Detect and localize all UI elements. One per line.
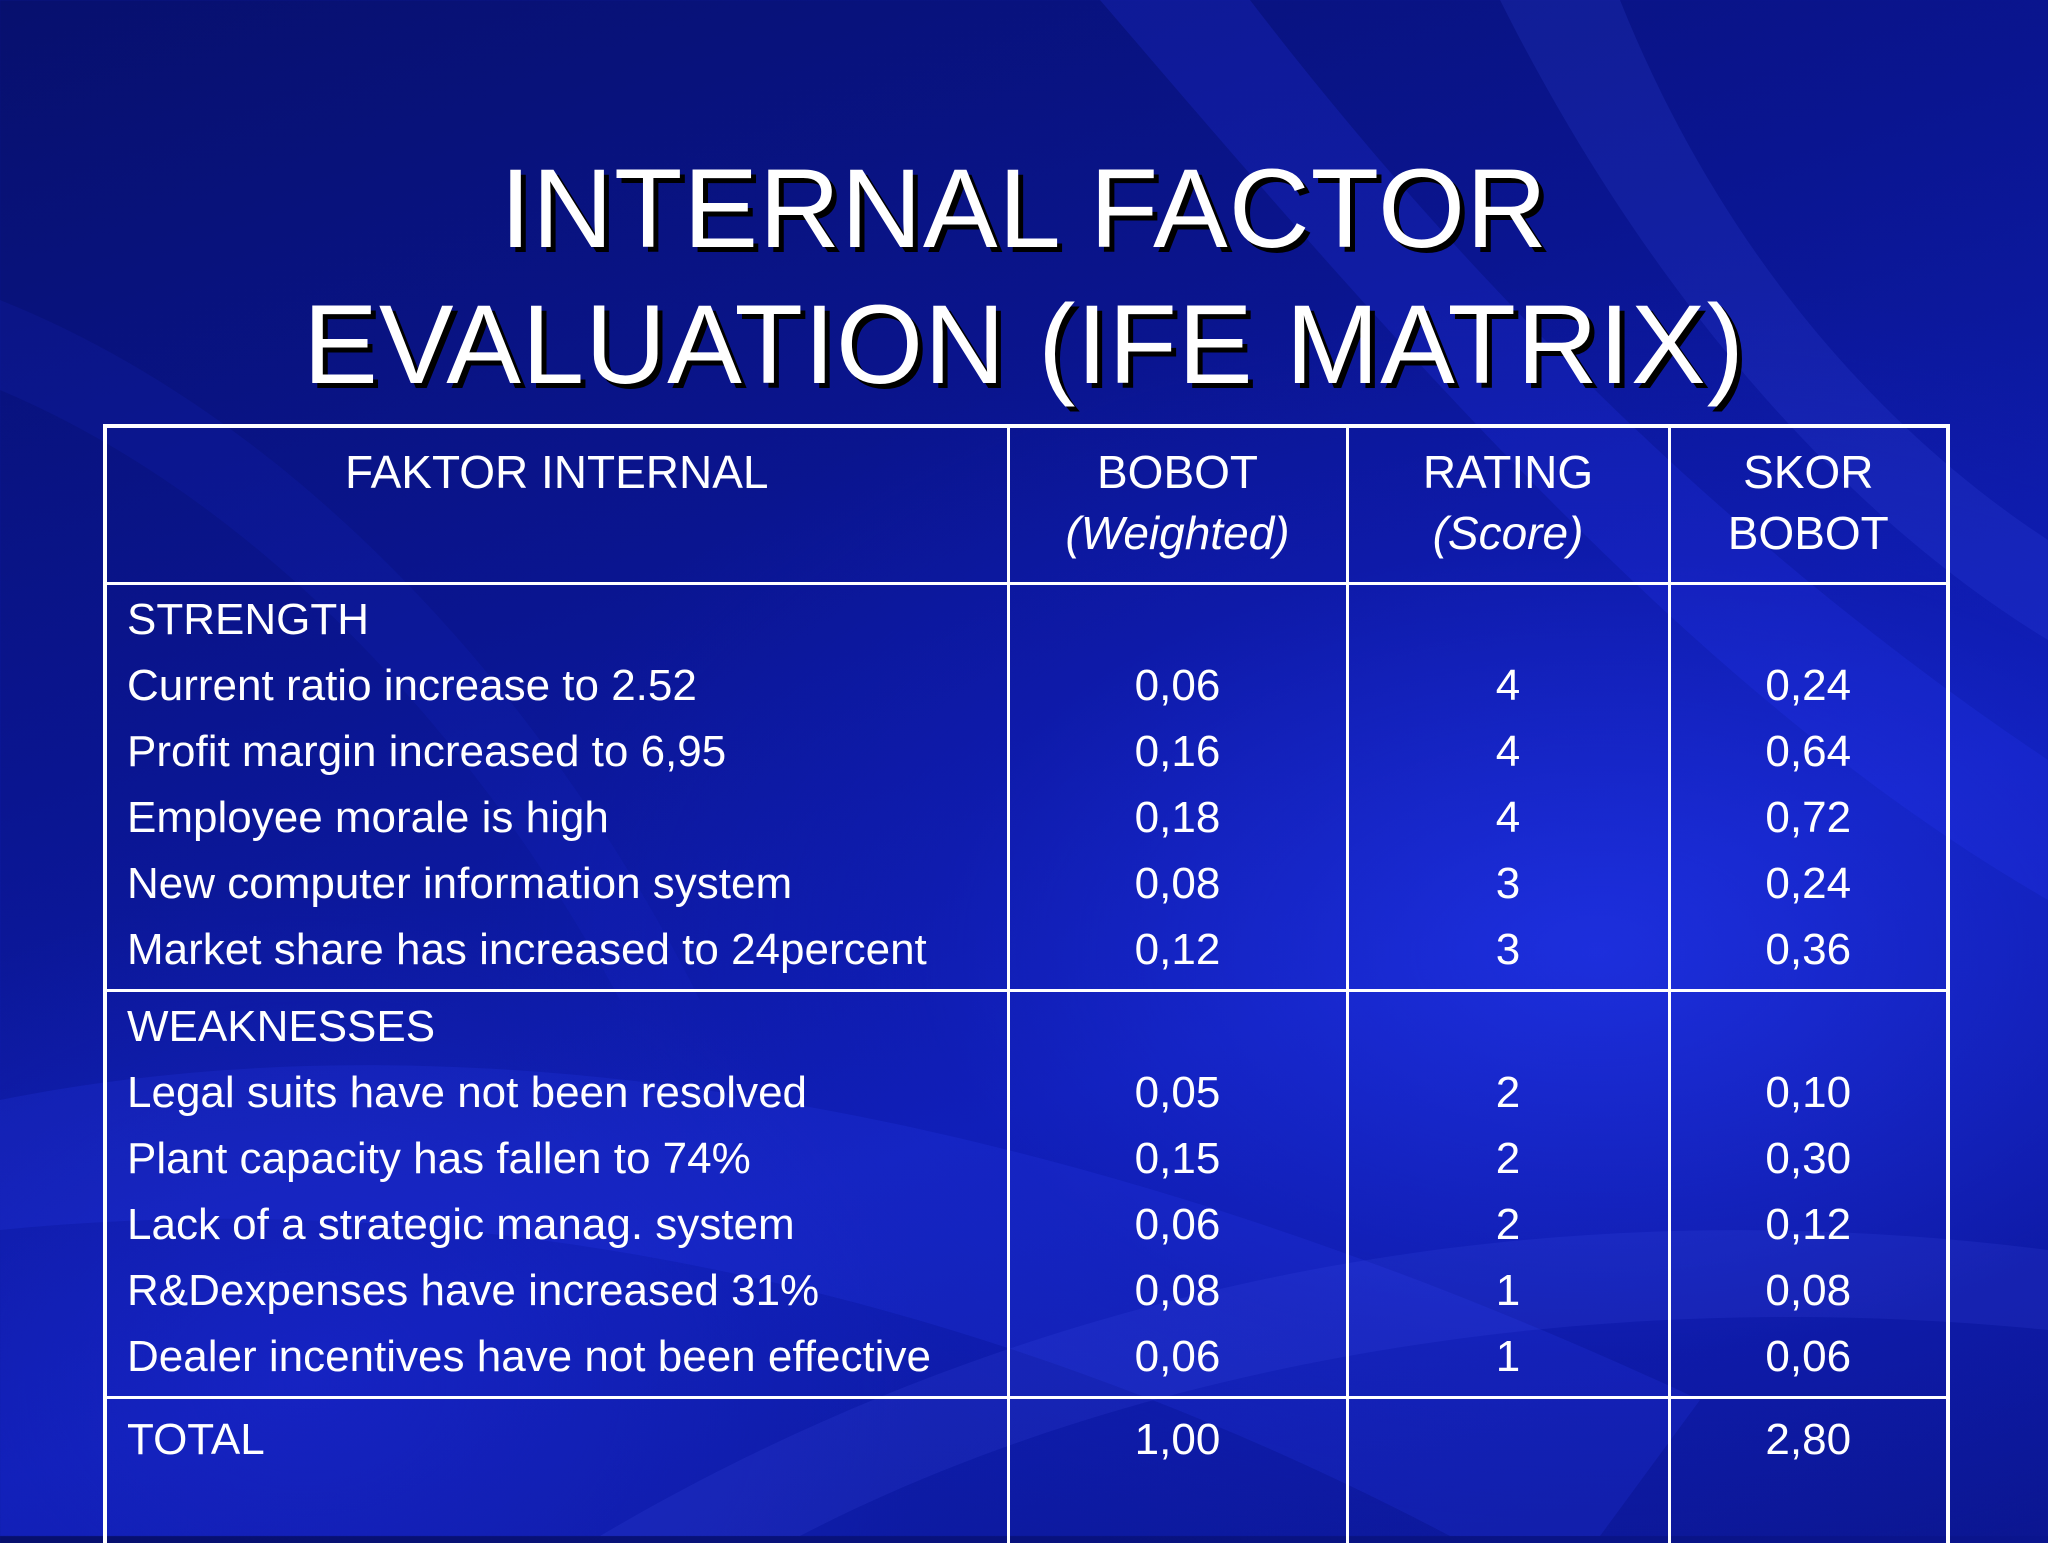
strength-score: 0,24 [1671, 851, 1947, 917]
strength-weight: 0,18 [1010, 785, 1346, 851]
weakness-score: 0,30 [1671, 1126, 1947, 1192]
header-row: FAKTOR INTERNAL BOBOT (Weighted) RATING … [105, 426, 1948, 584]
strength-section: STRENGTH Current ratio increase to 2.52 … [105, 584, 1948, 991]
weakness-score: 0,08 [1671, 1258, 1947, 1324]
strength-factor: Current ratio increase to 2.52 [127, 653, 1007, 719]
weaknesses-weights-cell: 0,05 0,15 0,06 0,08 0,06 [1008, 991, 1347, 1398]
header-rating-sub: (Score) [1349, 503, 1668, 564]
strength-rating: 4 [1349, 785, 1668, 851]
total-label: TOTAL [105, 1398, 1008, 1543]
strength-weight: 0,12 [1010, 917, 1346, 983]
weaknesses-ratings-cell: 2 2 2 1 1 [1347, 991, 1669, 1398]
strength-weights-cell: 0,06 0,16 0,18 0,08 0,12 [1008, 584, 1347, 991]
strength-factors-cell: STRENGTH Current ratio increase to 2.52 … [105, 584, 1008, 991]
weakness-rating: 1 [1349, 1324, 1668, 1390]
strength-ratings-cell: 4 4 4 3 3 [1347, 584, 1669, 991]
header-factor-label: FAKTOR INTERNAL [345, 446, 768, 498]
strength-weight: 0,08 [1010, 851, 1346, 917]
weakness-weight: 0,06 [1010, 1192, 1346, 1258]
header-weight-main: BOBOT [1097, 446, 1258, 498]
strength-scores-cell: 0,24 0,64 0,72 0,24 0,36 [1669, 584, 1948, 991]
total-weight: 1,00 [1008, 1398, 1347, 1543]
weakness-score: 0,06 [1671, 1324, 1947, 1390]
weakness-factor: R&Dexpenses have increased 31% [127, 1258, 1007, 1324]
header-rating-main: RATING [1423, 446, 1593, 498]
strength-section-label: STRENGTH [127, 587, 1007, 653]
weaknesses-scores-cell: 0,10 0,30 0,12 0,08 0,06 [1669, 991, 1948, 1398]
total-row: TOTAL 1,00 2,80 [105, 1398, 1948, 1543]
strength-factor: Profit margin increased to 6,95 [127, 719, 1007, 785]
weakness-score: 0,12 [1671, 1192, 1947, 1258]
header-score: SKOR BOBOT [1669, 426, 1948, 584]
strength-score: 0,36 [1671, 917, 1947, 983]
ife-matrix-table: FAKTOR INTERNAL BOBOT (Weighted) RATING … [103, 424, 1950, 1543]
strength-rating: 3 [1349, 851, 1668, 917]
strength-weight: 0,16 [1010, 719, 1346, 785]
weakness-weight: 0,15 [1010, 1126, 1346, 1192]
strength-score: 0,64 [1671, 719, 1947, 785]
weakness-rating: 2 [1349, 1060, 1668, 1126]
strength-rating: 4 [1349, 653, 1668, 719]
slide-title: INTERNAL FACTOR EVALUATION (IFE MATRIX) [0, 141, 2048, 413]
weaknesses-section-label: WEAKNESSES [127, 994, 1007, 1060]
weakness-weight: 0,05 [1010, 1060, 1346, 1126]
header-score-line2: BOBOT [1671, 503, 1947, 564]
header-rating: RATING (Score) [1347, 426, 1669, 584]
header-factor: FAKTOR INTERNAL [105, 426, 1008, 584]
weakness-factor: Legal suits have not been resolved [127, 1060, 1007, 1126]
strength-factor: Market share has increased to 24percent [127, 917, 1007, 983]
weakness-rating: 1 [1349, 1258, 1668, 1324]
weakness-weight: 0,08 [1010, 1258, 1346, 1324]
weakness-factor: Lack of a strategic manag. system [127, 1192, 1007, 1258]
strength-factor: Employee morale is high [127, 785, 1007, 851]
weaknesses-section: WEAKNESSES Legal suits have not been res… [105, 991, 1948, 1398]
total-rating [1347, 1398, 1669, 1543]
weakness-factor: Dealer incentives have not been effectiv… [127, 1324, 1007, 1390]
weakness-score: 0,10 [1671, 1060, 1947, 1126]
header-weight-sub: (Weighted) [1010, 503, 1346, 564]
title-line-1: INTERNAL FACTOR [0, 141, 2048, 277]
weakness-rating: 2 [1349, 1192, 1668, 1258]
strength-factor: New computer information system [127, 851, 1007, 917]
strength-score: 0,72 [1671, 785, 1947, 851]
weakness-factor: Plant capacity has fallen to 74% [127, 1126, 1007, 1192]
title-line-2: EVALUATION (IFE MATRIX) [0, 277, 2048, 413]
strength-rating: 3 [1349, 917, 1668, 983]
weakness-weight: 0,06 [1010, 1324, 1346, 1390]
strength-weight: 0,06 [1010, 653, 1346, 719]
total-score: 2,80 [1669, 1398, 1948, 1543]
header-weight: BOBOT (Weighted) [1008, 426, 1347, 584]
weaknesses-factors-cell: WEAKNESSES Legal suits have not been res… [105, 991, 1008, 1398]
weakness-rating: 2 [1349, 1126, 1668, 1192]
strength-rating: 4 [1349, 719, 1668, 785]
header-score-line1: SKOR [1671, 442, 1947, 503]
strength-score: 0,24 [1671, 653, 1947, 719]
